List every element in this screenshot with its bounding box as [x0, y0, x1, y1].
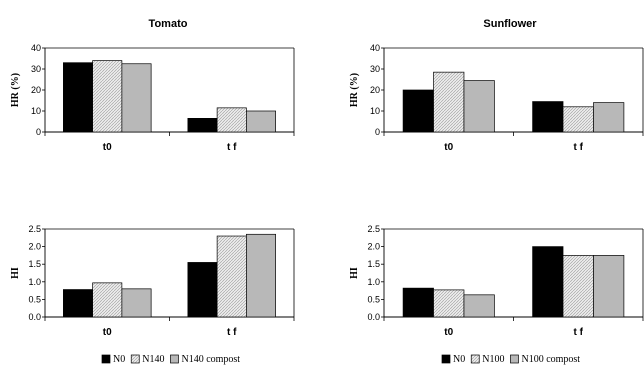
bar: [562, 255, 594, 318]
bar: [402, 89, 434, 133]
legend-swatch: [441, 354, 451, 364]
y-axis-label: HI: [349, 267, 360, 279]
column-title: Sunflower: [483, 18, 537, 30]
bar: [92, 60, 123, 133]
y-tick-label: 0: [36, 127, 41, 137]
legend-swatch: [510, 354, 519, 364]
bar: [121, 288, 152, 318]
bar: [402, 287, 434, 318]
bar: [121, 63, 152, 133]
y-tick-label: 0.5: [28, 294, 41, 304]
y-tick-label: 0: [375, 127, 380, 137]
legend-label: N0: [113, 354, 125, 365]
bar: [433, 71, 465, 133]
x-category-label: t f: [227, 327, 237, 338]
bar: [92, 282, 123, 318]
x-category-label: t0: [103, 327, 112, 338]
bar: [593, 255, 625, 318]
chart-panel-3: 0.0 0.5 1.0 1.5 2.0 2.5 HI t0 t f: [10, 224, 295, 338]
y-axis-label: HR (%): [349, 73, 360, 107]
bar: [187, 117, 218, 133]
chart-panel-2: 0 10 20 30 40 HR (%) t0 t f: [349, 43, 644, 153]
y-axis-label: HR (%): [10, 73, 21, 107]
y-tick-label: 1.0: [367, 277, 380, 287]
y-tick-label: 10: [31, 106, 41, 116]
bar: [63, 62, 93, 133]
legend: N0 N100 N100 compost: [441, 354, 580, 365]
legend-swatch: [470, 354, 480, 364]
chart-panel-1: 0 10 20 30 40 HR (%) t0 t f: [10, 43, 295, 153]
y-tick-label: 1.0: [28, 277, 41, 287]
x-category-label: t0: [444, 327, 453, 338]
y-tick-label: 30: [370, 64, 380, 74]
bar: [63, 289, 93, 318]
x-category-label: t0: [103, 142, 112, 153]
legends-layer: N0 N140 N140 compost N0 N100 N100 compost: [101, 354, 580, 365]
bar: [532, 101, 564, 133]
y-tick-label: 2.0: [28, 242, 41, 252]
bar: [246, 110, 276, 133]
bar: [433, 289, 465, 318]
legend-label: N100 compost: [521, 354, 580, 365]
bar: [216, 107, 247, 133]
x-category-label: t0: [444, 142, 453, 153]
y-tick-label: 30: [31, 64, 41, 74]
y-tick-label: 20: [31, 85, 41, 95]
legend-label: N140: [142, 354, 164, 365]
y-tick-label: 0.0: [367, 312, 380, 322]
y-tick-label: 2.0: [367, 242, 380, 252]
y-tick-label: 40: [31, 43, 41, 53]
legend-swatch: [130, 354, 140, 364]
y-axis-label: HI: [10, 267, 21, 279]
bar: [463, 294, 495, 318]
bar: [593, 102, 625, 133]
titles-layer: Tomato Sunflower: [149, 18, 538, 30]
y-tick-label: 2.5: [367, 224, 380, 234]
legend-label: N100: [482, 354, 504, 365]
legend: N0 N140 N140 compost: [101, 354, 240, 365]
legend-swatch: [170, 354, 179, 364]
x-category-label: t f: [574, 327, 584, 338]
legend-label: N140 compost: [181, 354, 240, 365]
chart-panel-4: 0.0 0.5 1.0 1.5 2.0 2.5 HI t0 t f: [349, 224, 644, 338]
bar: [216, 235, 247, 318]
y-tick-label: 40: [370, 43, 380, 53]
bar: [562, 106, 594, 133]
bar: [532, 246, 564, 318]
y-tick-label: 0.5: [367, 294, 380, 304]
legend-label: N0: [453, 354, 465, 365]
charts-layer: 0 10 20 30 40 HR (%) t0 t f 0 10 20 30 40 HR (%) t0 t f…: [10, 43, 644, 338]
y-tick-label: 1.5: [367, 259, 380, 269]
y-tick-label: 1.5: [28, 259, 41, 269]
column-title: Tomato: [149, 18, 188, 30]
y-tick-label: 0.0: [28, 312, 41, 322]
legend-swatch: [101, 354, 111, 364]
bar: [463, 80, 495, 133]
bar: [246, 233, 276, 318]
x-category-label: t f: [574, 142, 584, 153]
y-tick-label: 10: [370, 106, 380, 116]
x-category-label: t f: [227, 142, 237, 153]
y-tick-label: 2.5: [28, 224, 41, 234]
bar: [187, 262, 218, 318]
y-tick-label: 20: [370, 85, 380, 95]
